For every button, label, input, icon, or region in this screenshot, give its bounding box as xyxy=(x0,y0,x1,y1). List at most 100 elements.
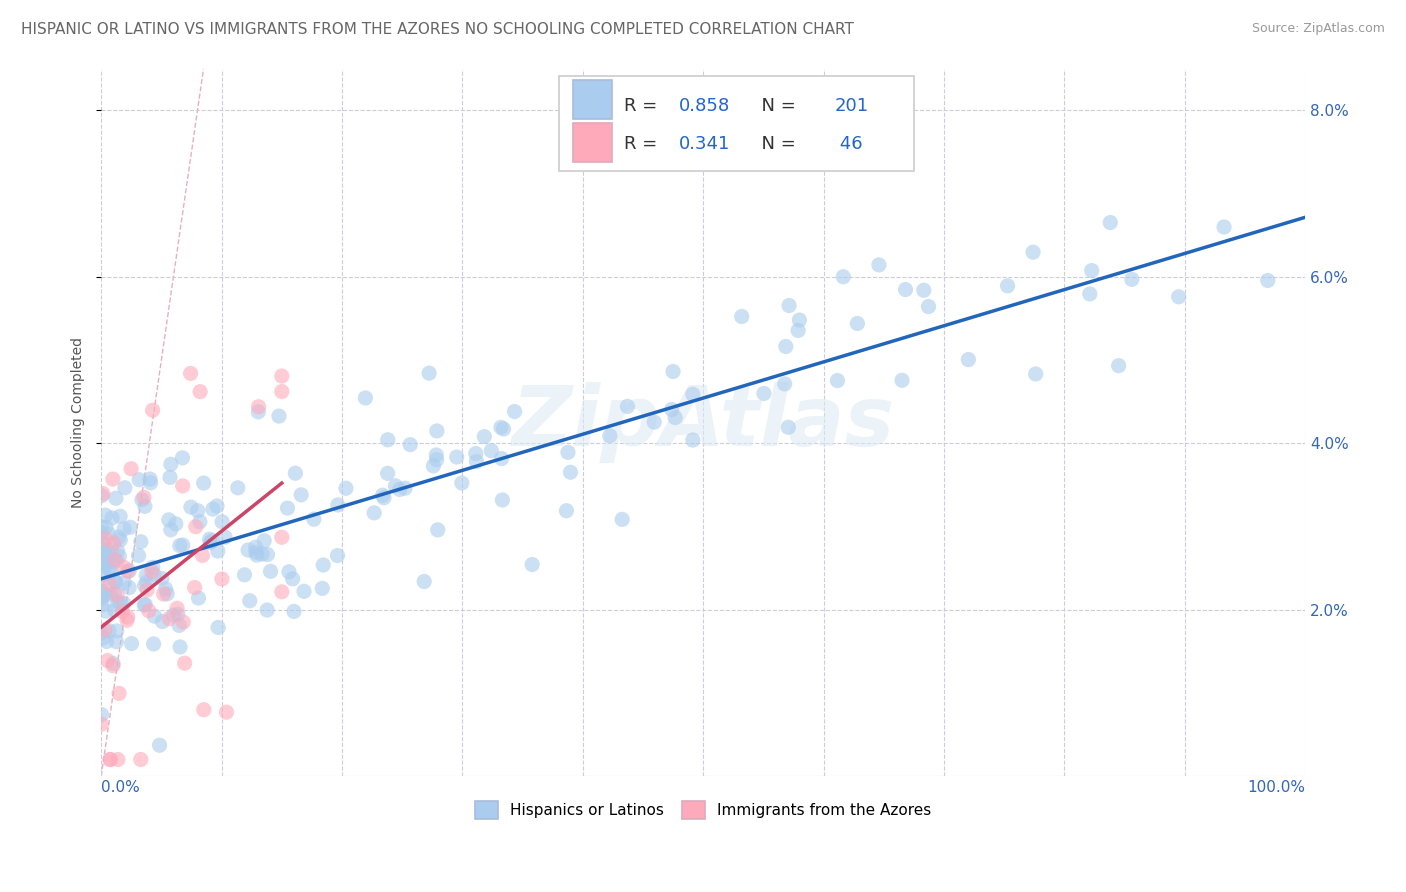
Point xyxy=(94,560,117,574)
Point xyxy=(142,403,165,417)
Point xyxy=(492,422,515,436)
Point xyxy=(283,604,305,618)
Point xyxy=(450,475,472,490)
Point xyxy=(94,623,117,637)
Point xyxy=(156,587,179,601)
Point xyxy=(250,547,273,561)
Point xyxy=(107,595,129,609)
Point xyxy=(180,500,202,515)
Point xyxy=(90,550,112,565)
Point xyxy=(136,582,159,597)
Point xyxy=(384,479,406,493)
Point xyxy=(108,549,131,564)
Text: 201: 201 xyxy=(834,97,869,115)
Point xyxy=(94,508,117,523)
Point xyxy=(98,624,121,638)
Point xyxy=(198,535,221,549)
Point xyxy=(112,576,135,591)
Point xyxy=(354,391,377,405)
Point xyxy=(100,542,122,557)
Point xyxy=(491,493,513,508)
Point xyxy=(371,488,394,502)
Point xyxy=(997,278,1019,293)
Point xyxy=(97,527,120,541)
Point xyxy=(373,491,395,505)
Text: Source: ZipAtlas.com: Source: ZipAtlas.com xyxy=(1251,22,1385,36)
Point xyxy=(139,472,162,486)
Point xyxy=(560,465,582,479)
Point xyxy=(93,557,115,571)
Point xyxy=(446,450,468,464)
Point xyxy=(256,603,278,617)
Point xyxy=(108,530,131,544)
Point xyxy=(152,615,174,629)
Point xyxy=(377,467,399,481)
Point xyxy=(205,499,228,513)
Point xyxy=(173,656,195,670)
Point xyxy=(101,554,124,568)
Point xyxy=(201,533,224,548)
Point xyxy=(94,549,117,563)
Point xyxy=(599,429,621,443)
Text: 46: 46 xyxy=(834,136,863,153)
Point xyxy=(377,433,399,447)
Point xyxy=(1080,263,1102,277)
Point xyxy=(101,472,124,486)
Point xyxy=(165,516,187,531)
Point xyxy=(775,339,797,353)
Point xyxy=(682,433,704,447)
Point xyxy=(616,400,638,414)
Point xyxy=(97,654,120,668)
Point xyxy=(100,588,122,602)
Point xyxy=(394,481,416,495)
Point xyxy=(91,542,114,557)
Point xyxy=(91,541,114,555)
Point xyxy=(868,258,890,272)
Text: 0.0%: 0.0% xyxy=(101,780,141,796)
Point xyxy=(188,384,211,399)
Point xyxy=(187,504,209,518)
Point xyxy=(246,548,269,562)
Point xyxy=(162,608,184,623)
Point xyxy=(1025,367,1047,381)
Point xyxy=(418,366,440,380)
Point xyxy=(846,317,869,331)
Point xyxy=(426,424,449,438)
FancyBboxPatch shape xyxy=(558,76,914,171)
Point xyxy=(138,604,160,618)
Point xyxy=(555,504,578,518)
Point xyxy=(166,607,188,621)
Point xyxy=(290,488,312,502)
Point xyxy=(160,457,183,471)
Point xyxy=(180,367,202,381)
Point xyxy=(115,613,138,627)
Point xyxy=(152,587,174,601)
Point xyxy=(134,598,156,612)
Point xyxy=(169,539,191,553)
Point xyxy=(661,402,683,417)
Point xyxy=(270,584,292,599)
Point xyxy=(90,717,112,731)
Point xyxy=(108,686,131,700)
Point xyxy=(335,481,357,495)
Point xyxy=(105,589,128,603)
Point xyxy=(141,565,163,579)
Point xyxy=(107,544,129,558)
Point xyxy=(94,520,117,534)
Point xyxy=(207,544,229,558)
Point xyxy=(172,538,194,552)
Point xyxy=(1257,273,1279,287)
Point xyxy=(97,544,120,558)
Point xyxy=(662,364,685,378)
Text: 100.0%: 100.0% xyxy=(1247,780,1305,796)
Point xyxy=(101,657,124,671)
Point xyxy=(128,549,150,563)
Point xyxy=(682,387,704,401)
Point xyxy=(100,566,122,580)
Legend: Hispanics or Latinos, Immigrants from the Azores: Hispanics or Latinos, Immigrants from th… xyxy=(468,796,938,825)
Point xyxy=(1167,290,1189,304)
Point xyxy=(557,445,579,459)
Point xyxy=(105,624,128,638)
Point xyxy=(503,404,526,418)
Point xyxy=(90,707,112,722)
